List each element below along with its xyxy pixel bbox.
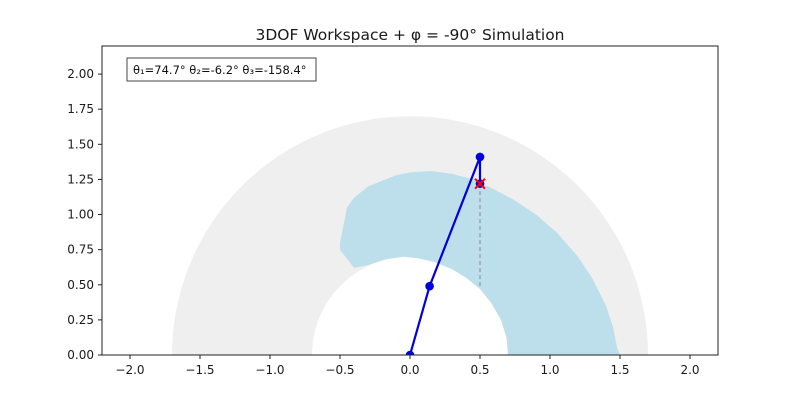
x-tick-label-6: 1.0 [540, 363, 559, 377]
arm-joint-2 [475, 152, 485, 162]
x-tick-label-7: 1.5 [610, 363, 629, 377]
x-tick-label-5: 0.5 [470, 363, 489, 377]
y-tick-label-7: 1.75 [67, 102, 94, 116]
x-tick-label-3: −0.5 [325, 363, 354, 377]
y-axis: 0.00 0.25 0.50 0.75 1.00 1.25 1.50 1.75 2.00 [67, 67, 102, 362]
target-marker [474, 177, 486, 190]
y-tick-label-3: 0.75 [67, 243, 94, 257]
annotation-text: θ₁=74.7° θ₂=-6.2° θ₃=-158.4° [133, 63, 307, 77]
x-tick-label-8: 2.0 [680, 363, 699, 377]
y-tick-label-2: 0.50 [67, 278, 94, 292]
plot-area [172, 116, 648, 355]
y-tick-label-4: 1.00 [67, 208, 94, 222]
y-tick-label-0: 0.00 [67, 348, 94, 362]
angle-annotation: θ₁=74.7° θ₂=-6.2° θ₃=-158.4° [126, 57, 317, 82]
x-tick-label-0: −2.0 [115, 363, 144, 377]
y-tick-label-6: 1.50 [67, 137, 94, 151]
annotation-box [126, 57, 317, 82]
y-tick-label-8: 2.00 [67, 67, 94, 81]
arm-links [408, 156, 482, 355]
x-tick-label-2: −1.0 [255, 363, 284, 377]
chart-title: 3DOF Workspace + φ = -90° Simulation [255, 26, 564, 44]
target-x-stroke-2 [474, 177, 486, 190]
y-tick-label-5: 1.25 [67, 172, 94, 186]
y-tick-label-1: 0.25 [67, 313, 94, 327]
arm-joint-0 [405, 350, 415, 355]
x-tick-label-4: 0.0 [400, 363, 419, 377]
x-tick-label-1: −1.5 [185, 363, 214, 377]
arm-joint-1 [425, 281, 434, 291]
x-axis: −2.0 −1.5 −1.0 −0.5 0.0 0.5 1.0 1.5 2.0 [115, 355, 700, 377]
